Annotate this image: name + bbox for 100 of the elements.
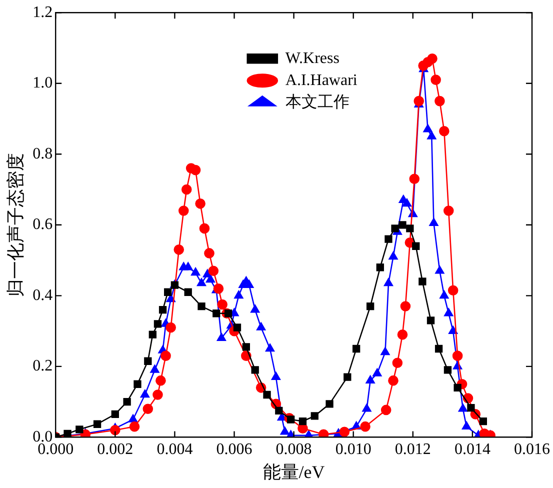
point [140, 390, 150, 398]
point [372, 368, 382, 376]
point [384, 278, 394, 286]
x-tick-label: 0.002 [97, 441, 134, 458]
point [440, 290, 449, 299]
point [190, 268, 200, 276]
point [263, 390, 271, 399]
point [286, 416, 295, 424]
point [212, 310, 220, 318]
point [154, 320, 162, 328]
point [217, 299, 228, 310]
point [158, 306, 167, 314]
point [256, 322, 266, 330]
point [412, 242, 420, 250]
point [93, 420, 102, 428]
point [384, 235, 392, 243]
point [64, 430, 72, 438]
point [298, 417, 307, 426]
point [129, 421, 140, 432]
point [427, 53, 438, 64]
legend-label: A.I.Hawari [285, 72, 358, 89]
point [144, 357, 152, 365]
point [376, 264, 384, 272]
point [318, 429, 329, 438]
point [402, 198, 412, 207]
point [224, 310, 232, 318]
legend-label: W.Kress [285, 50, 340, 67]
point [444, 366, 452, 374]
point [366, 375, 375, 384]
point [388, 252, 398, 260]
point [352, 344, 360, 353]
point [434, 344, 443, 353]
point [458, 404, 468, 412]
point [391, 224, 399, 232]
x-tick-label: 0.008 [276, 441, 312, 458]
point [426, 316, 435, 324]
point [164, 288, 172, 296]
y-tick-label: 0.6 [32, 216, 53, 234]
point [195, 198, 206, 209]
point [123, 398, 131, 406]
point [150, 364, 160, 373]
point [366, 302, 374, 310]
point [174, 244, 184, 255]
point [406, 224, 414, 232]
point [388, 375, 398, 386]
point [344, 373, 352, 381]
point [467, 404, 475, 412]
point [204, 248, 214, 258]
x-tick-label: 0.010 [335, 441, 372, 458]
point [362, 404, 372, 412]
point [452, 350, 463, 361]
point [216, 332, 226, 342]
point [134, 380, 142, 388]
point [166, 322, 176, 333]
point [184, 288, 192, 296]
x-tick-label: 0.004 [156, 441, 193, 458]
point [156, 375, 166, 386]
x-axis-title: 能量/eV [262, 462, 325, 482]
point [448, 285, 458, 296]
point [196, 278, 206, 286]
point [148, 330, 156, 338]
x-tick-label: 0.006 [216, 441, 252, 458]
point [275, 406, 283, 414]
point [265, 344, 275, 352]
y-tick-label: 0.8 [32, 145, 53, 162]
point [280, 426, 290, 435]
point [152, 390, 163, 400]
point [199, 223, 210, 234]
point [462, 421, 472, 430]
point [160, 350, 171, 361]
point [392, 358, 403, 368]
point [339, 426, 350, 438]
point [310, 412, 318, 420]
point [178, 206, 189, 216]
y-axis-title: 归一化声子态密度 [6, 152, 26, 297]
point [110, 424, 120, 436]
point [423, 124, 432, 132]
point [181, 184, 192, 195]
y-tick-label: 1.2 [32, 4, 53, 21]
point [271, 372, 280, 380]
point [360, 421, 370, 432]
point [448, 326, 458, 334]
point [142, 404, 154, 414]
point [206, 274, 215, 283]
point [233, 324, 242, 332]
point [234, 290, 244, 299]
point [190, 164, 201, 176]
point [76, 426, 84, 434]
point [398, 221, 406, 229]
point [479, 417, 487, 426]
point [208, 266, 219, 276]
point [397, 329, 408, 340]
point [380, 347, 390, 356]
legend-label: 本文工作 [285, 92, 350, 111]
point [128, 414, 138, 422]
point [444, 308, 454, 316]
point [435, 266, 444, 274]
point [326, 400, 334, 408]
point [429, 218, 438, 226]
y-tick-label: 0.4 [32, 286, 53, 304]
